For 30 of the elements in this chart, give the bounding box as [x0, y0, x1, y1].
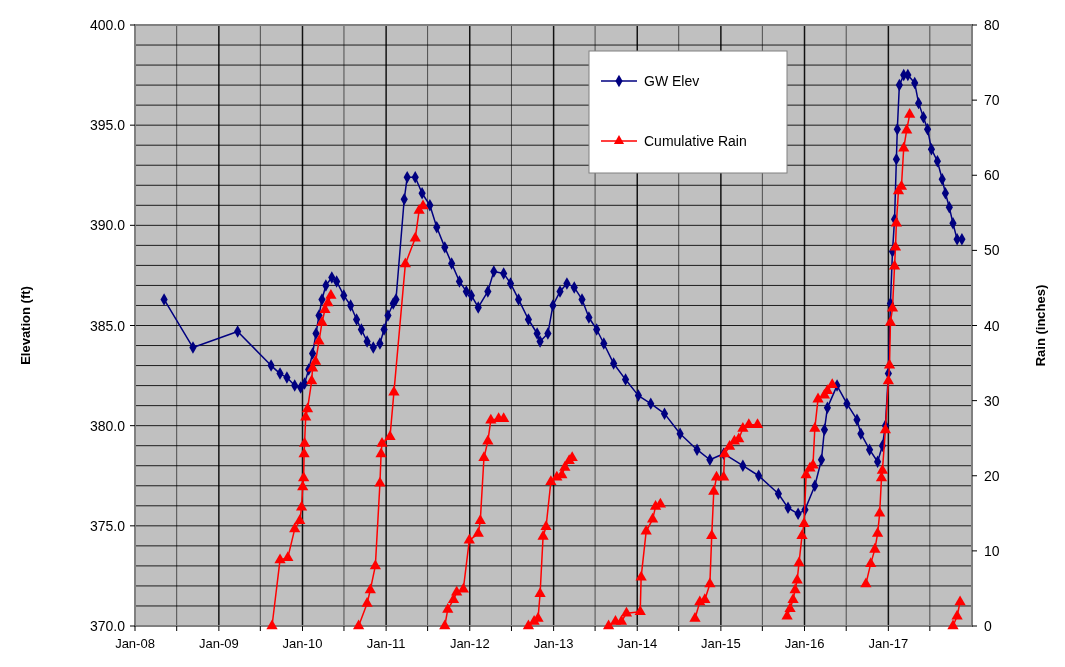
x-tick-label: Jan-12	[449, 636, 490, 651]
x-tick-label: Jan-13	[533, 636, 574, 651]
x-tick-label: Jan-08	[115, 636, 155, 651]
x-tick-label: Jan-09	[198, 636, 239, 651]
y-tick-label: 395.0	[89, 117, 126, 134]
x-tick-label: Jan-15	[701, 636, 741, 651]
y-tick-label: 370.0	[89, 618, 126, 634]
y2-tick-label: 60	[984, 167, 1000, 184]
y-tick-label: 375.0	[89, 517, 126, 534]
y-tick-label: 390.0	[89, 217, 126, 234]
y2-axis-title: Rain (inches)	[1033, 284, 1048, 367]
y2-tick-label: 10	[984, 542, 1000, 559]
y2-tick-label: 70	[984, 92, 1000, 109]
x-tick-label: Jan-17	[868, 636, 909, 651]
y2-tick-label: 30	[984, 392, 1000, 409]
y2-tick-label: 80	[984, 17, 1000, 33]
y-axis-title: Elevation (ft)	[18, 286, 33, 365]
y2-tick-label: 0	[984, 618, 992, 634]
y2-tick-label: 20	[984, 467, 1000, 484]
y-tick-label: 400.0	[89, 17, 126, 33]
y-tick-label: 385.0	[89, 317, 126, 334]
x-tick-label: Jan-10	[282, 636, 323, 651]
y2-tick-label: 40	[984, 317, 1000, 334]
y2-tick-label: 50	[984, 242, 1000, 259]
x-tick-label: Jan-14	[617, 636, 658, 651]
x-tick-label: Jan-11	[366, 636, 406, 651]
y-tick-label: 380.0	[89, 417, 126, 434]
legend-label: Cumulative Rain	[644, 133, 747, 149]
x-tick-label: Jan-16	[784, 636, 825, 651]
legend-label: GW Elev	[644, 73, 700, 89]
